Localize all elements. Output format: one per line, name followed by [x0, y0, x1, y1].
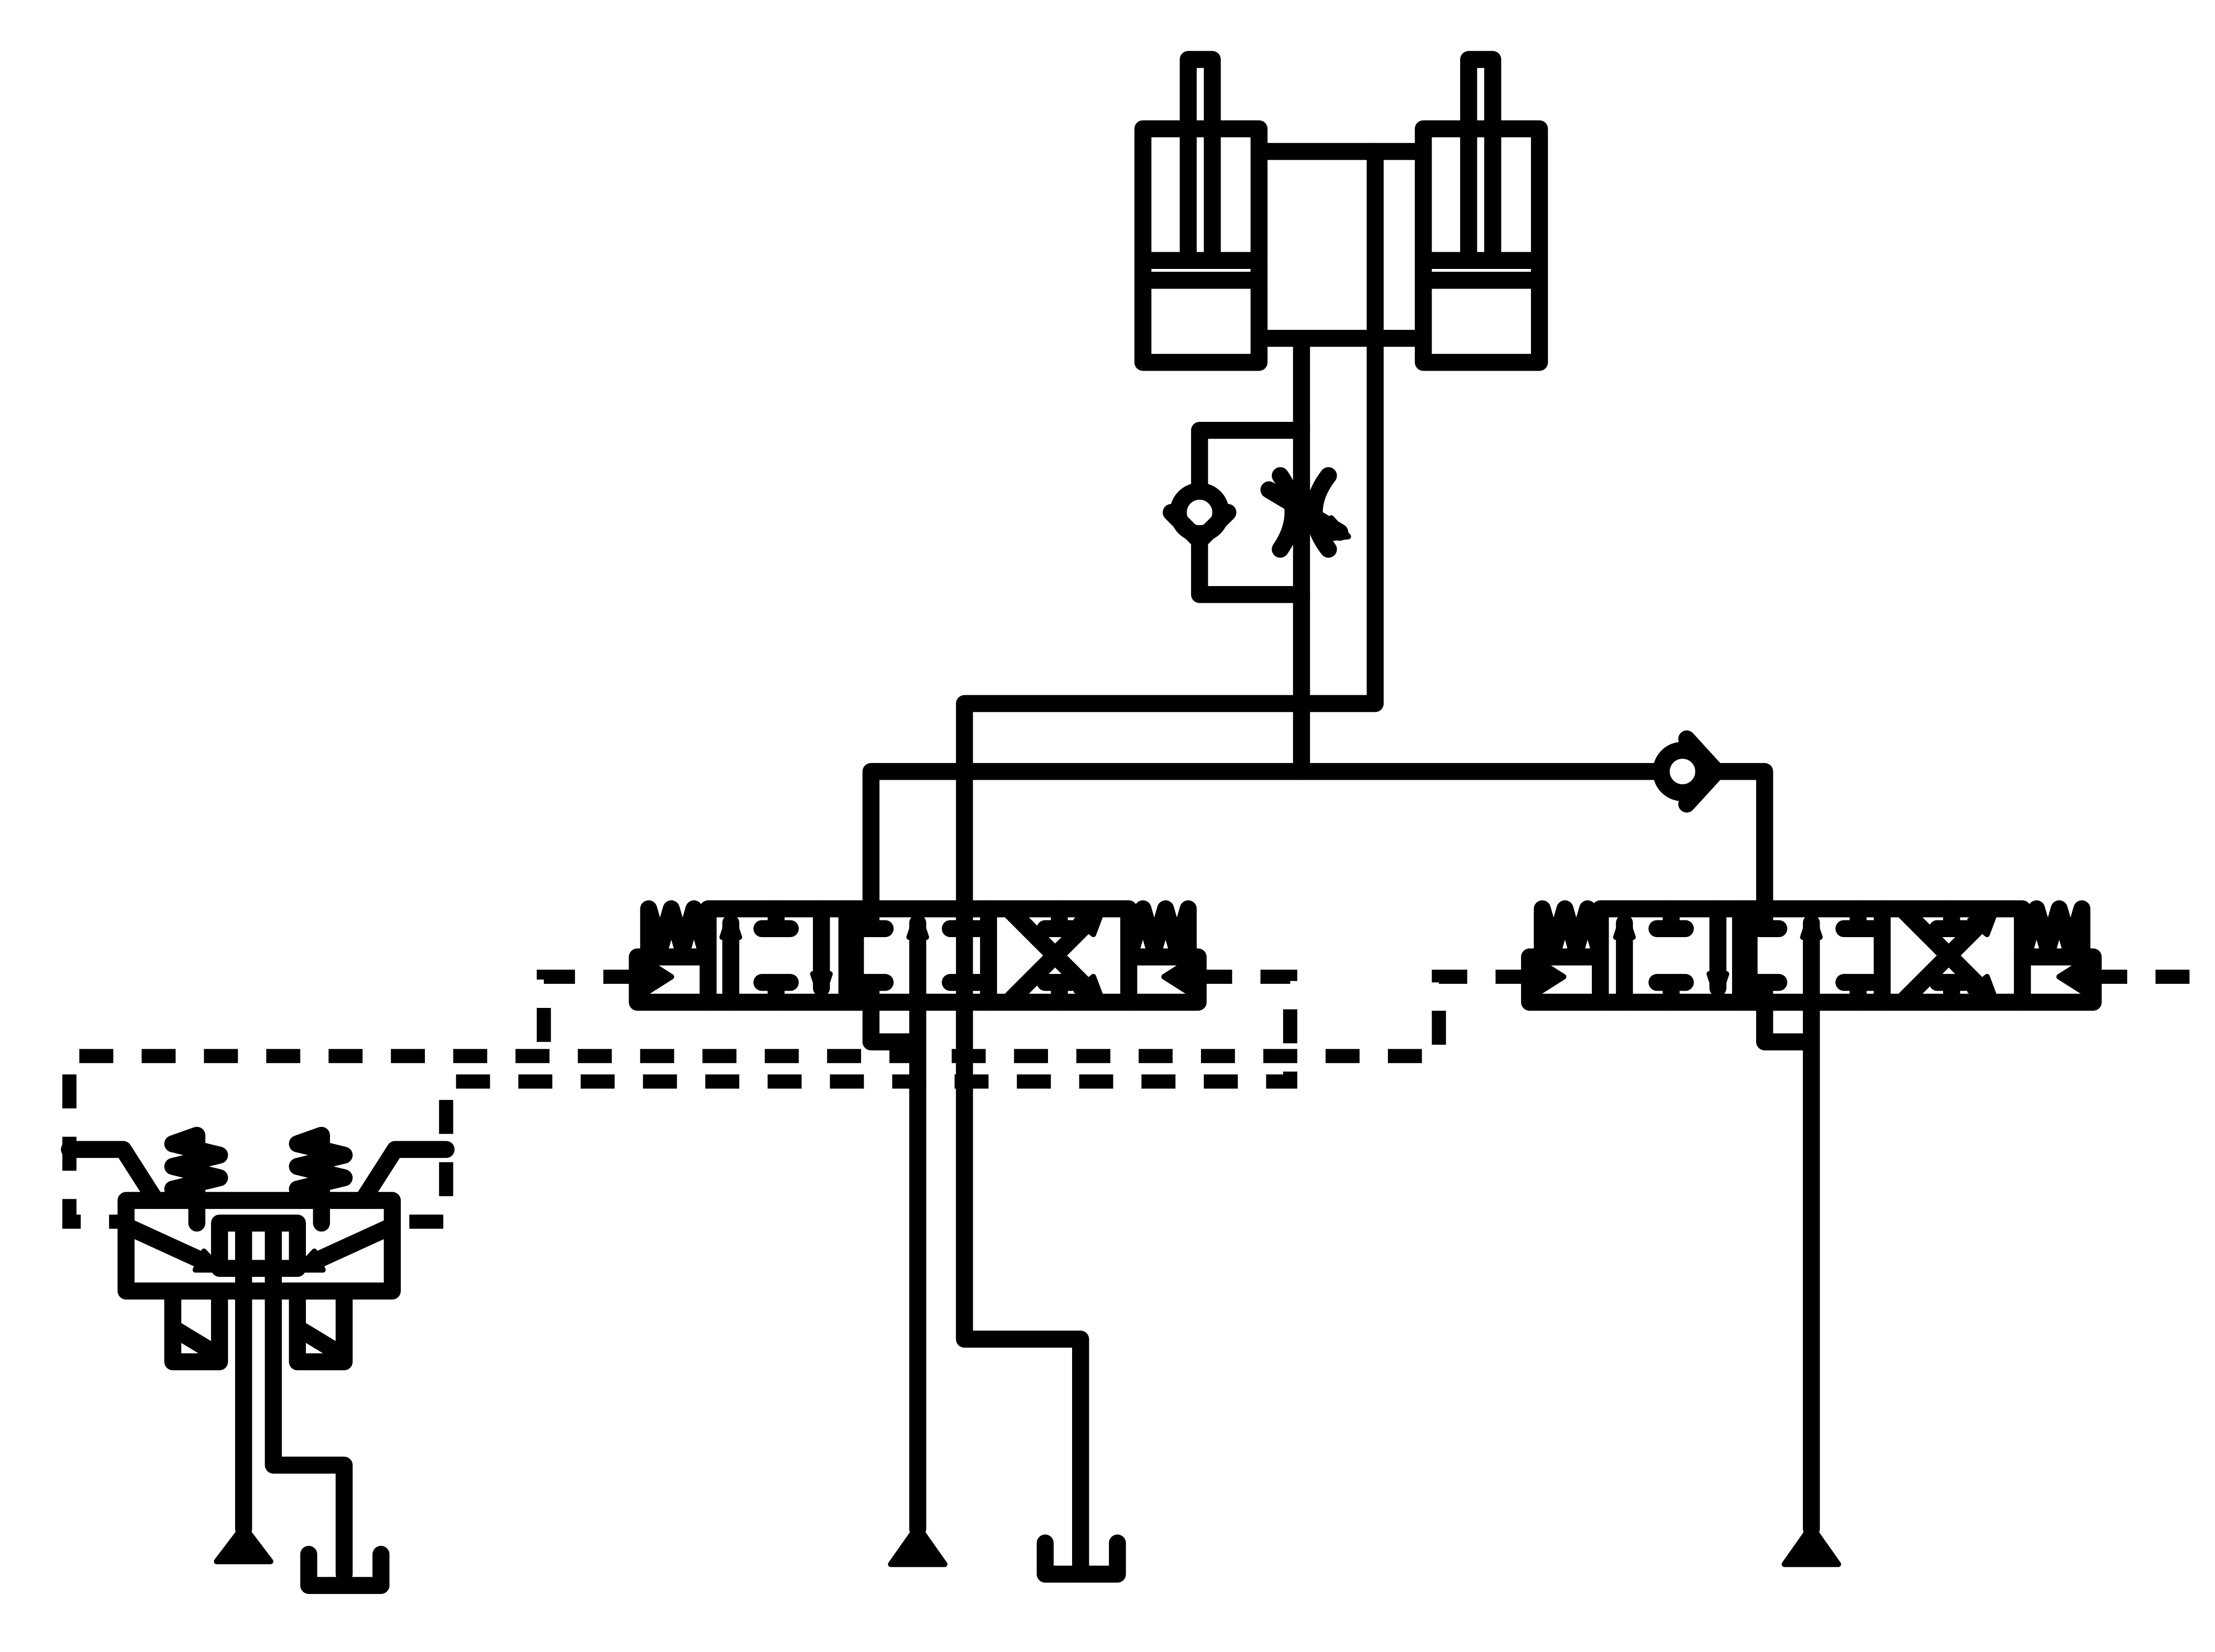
tank-1: [300, 1546, 389, 1594]
double-acting-cylinder-right: [1414, 51, 1548, 371]
cylinder-connecting-lines: [1250, 143, 1432, 780]
pressure-source-1: [213, 1523, 273, 1564]
tank-2: [1037, 1534, 1126, 1583]
main-lines: [862, 695, 1773, 1583]
directional-valve-left: [629, 900, 1207, 1537]
pressure-source-2: [888, 1523, 948, 1567]
pilot-valve: [60, 1126, 455, 1583]
one-way-flow-control-valve: [1163, 421, 1351, 603]
pressure-source-3: [1781, 1523, 1841, 1567]
pilot-lines: [62, 970, 2198, 1229]
directional-valve-right: [1521, 900, 2102, 1537]
double-acting-cylinder-left: [1134, 51, 1268, 371]
check-valve: [1652, 730, 1725, 813]
